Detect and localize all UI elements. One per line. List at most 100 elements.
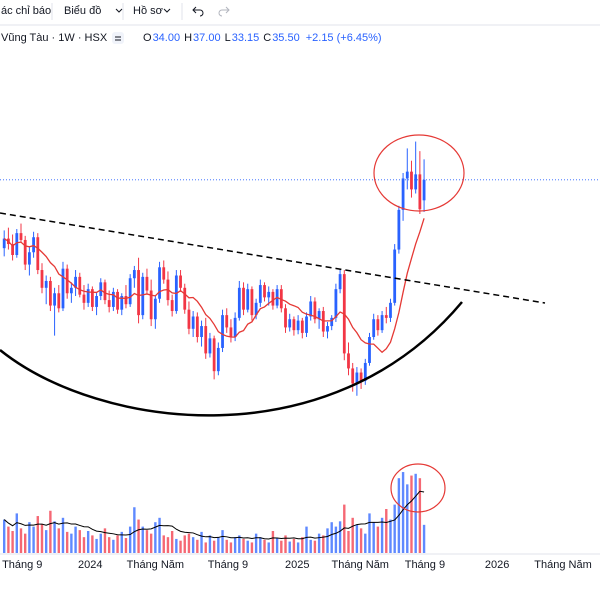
price-ma xyxy=(3,218,425,354)
candle-body xyxy=(347,353,350,369)
volume-bar xyxy=(91,535,94,553)
candle-body xyxy=(288,319,292,328)
volume-bar xyxy=(254,533,258,553)
candle-body xyxy=(48,280,52,306)
volume-bar xyxy=(263,539,266,553)
candle-body xyxy=(69,287,73,294)
highlight-circle xyxy=(373,134,465,212)
ohlc-legend: O 34.00 H 37.00 L 33.15 C 35.50 xyxy=(143,32,300,44)
volume-bar xyxy=(170,531,174,553)
candle-body xyxy=(124,296,128,305)
candle-body xyxy=(305,316,308,333)
volume-bar xyxy=(347,531,350,553)
volume-bar xyxy=(32,526,35,553)
candle-body xyxy=(15,233,19,255)
volume-bar xyxy=(36,516,39,553)
candle-body xyxy=(74,276,77,288)
volume-bar xyxy=(271,531,275,553)
volume-bar xyxy=(410,475,413,553)
volume-bar xyxy=(288,541,291,553)
volume-bar xyxy=(103,528,107,553)
legend-key: H xyxy=(184,32,192,44)
candle-body xyxy=(292,319,296,331)
volume-bar xyxy=(166,537,170,553)
volume-bar xyxy=(422,524,426,553)
volume-bar xyxy=(158,517,161,553)
volume-bar xyxy=(74,526,77,553)
volume-bar xyxy=(175,538,178,553)
volume-bar xyxy=(359,528,363,553)
candle-body xyxy=(216,347,220,372)
volume-bar xyxy=(204,542,207,553)
candle-body xyxy=(363,362,367,381)
volume-bar xyxy=(212,540,216,553)
candle-body xyxy=(208,338,212,354)
volume-bar xyxy=(44,530,48,553)
volume-bar xyxy=(162,535,165,553)
volume-bar xyxy=(250,542,254,553)
candle-body xyxy=(36,237,40,271)
toolbar-chart[interactable]: Biểu đồ xyxy=(64,5,101,17)
toolbar-profile[interactable]: Hồ sơ xyxy=(133,5,163,17)
candle-body xyxy=(2,238,6,249)
candle-body xyxy=(271,291,275,306)
volume-bar xyxy=(330,522,333,553)
highlight-circle xyxy=(390,463,446,513)
redo-icon[interactable] xyxy=(218,6,230,17)
volume-bar xyxy=(65,531,69,553)
volume-bar xyxy=(385,509,388,553)
volume-bar xyxy=(145,530,149,553)
candle-body xyxy=(212,338,216,372)
volume-bar xyxy=(284,535,287,553)
candle-body xyxy=(380,315,384,331)
volume-bar xyxy=(49,510,52,553)
candle-body xyxy=(300,320,304,333)
candle-body xyxy=(61,268,65,309)
legend-value: 33.15 xyxy=(232,32,260,44)
candle-body xyxy=(158,267,161,299)
volume-bar xyxy=(401,472,405,553)
candle-body xyxy=(162,267,166,280)
chevron xyxy=(115,8,123,13)
candle-body xyxy=(141,276,145,316)
undo-icon[interactable] xyxy=(192,6,204,17)
volume-bar xyxy=(368,513,371,553)
candle-body xyxy=(313,301,317,320)
volume-bar xyxy=(208,535,212,553)
volume-bar xyxy=(389,519,392,553)
volume-bar xyxy=(57,528,60,553)
candle-body xyxy=(19,233,23,240)
volume-ma xyxy=(3,490,425,540)
volume-bar xyxy=(326,528,329,553)
candle-body xyxy=(284,308,287,328)
volume-bar xyxy=(406,484,409,553)
legend-value: 35.50 xyxy=(272,32,300,44)
volume-bar xyxy=(15,513,18,553)
volume-bar xyxy=(196,539,199,553)
candle-body xyxy=(326,326,329,332)
volume-bar xyxy=(53,521,56,553)
volume-bar xyxy=(116,535,119,553)
volume-bar xyxy=(238,535,241,553)
volume-bar xyxy=(99,533,102,553)
candle-body xyxy=(225,315,229,328)
x-tick-label: Tháng Năm xyxy=(534,559,591,571)
x-tick-label: Tháng 9 xyxy=(208,559,248,571)
candle-body xyxy=(183,287,187,310)
toolbar-indicators[interactable]: ác chỉ báo xyxy=(1,5,51,17)
candle-body xyxy=(107,300,111,307)
candle-body xyxy=(204,326,208,354)
legend-toggle[interactable] xyxy=(112,32,124,44)
candle-body xyxy=(254,302,258,316)
volume-bar xyxy=(296,542,300,553)
volume-bar xyxy=(418,478,422,553)
volume-bar xyxy=(351,517,354,553)
candle-body xyxy=(414,174,418,190)
volume-bar xyxy=(334,526,338,553)
candle-body xyxy=(128,278,132,305)
candle-body xyxy=(393,249,397,303)
x-tick-label: Tháng 9 xyxy=(2,559,42,571)
volume-bar xyxy=(128,526,132,553)
volume-bar xyxy=(309,539,312,553)
volume-bar xyxy=(86,531,90,553)
